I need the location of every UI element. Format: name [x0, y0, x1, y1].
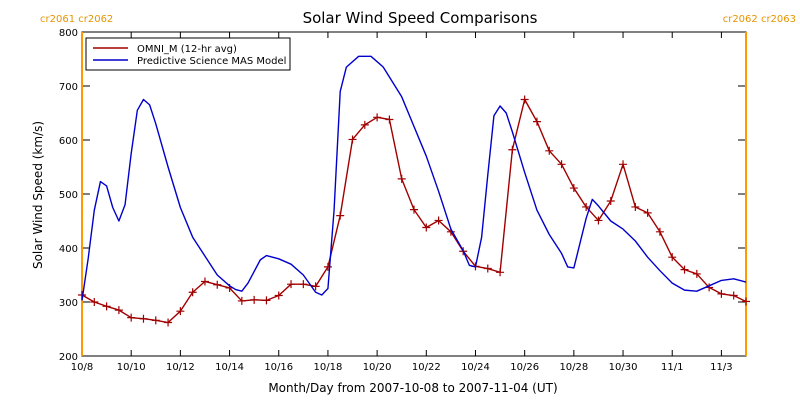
data-point-marker: [397, 174, 406, 183]
data-point-marker: [274, 291, 283, 300]
data-point-marker: [200, 277, 209, 286]
x-tick-label: 10/20: [363, 362, 392, 373]
data-point-marker: [127, 313, 136, 322]
data-point-marker: [655, 227, 664, 236]
y-tick-label: 700: [59, 82, 78, 93]
data-point-marker: [619, 160, 628, 169]
data-point-marker: [496, 268, 505, 277]
data-point-marker: [360, 120, 369, 129]
data-point-marker: [237, 296, 246, 305]
rotation-marker-label: cr2061 cr2062: [40, 14, 113, 25]
series-line-1: [81, 55, 747, 301]
legend-entry-label: Predictive Science MAS Model: [137, 56, 286, 67]
y-tick-label: 500: [59, 190, 78, 201]
data-point-marker: [422, 223, 431, 232]
data-point-marker: [680, 265, 689, 274]
data-point-marker: [176, 307, 185, 316]
x-axis-label: Month/Day from 2007-10-08 to 2007-11-04 …: [268, 381, 557, 395]
x-tick-label: 10/22: [412, 362, 441, 373]
data-point-marker: [569, 184, 578, 193]
plot-area: 200 300 400 500 600 700 800 10/8 10/10 10/12 10/14…: [40, 14, 796, 373]
x-tick-label: 10/12: [166, 362, 195, 373]
y-tick-label: 400: [59, 244, 78, 255]
data-point-marker: [557, 160, 566, 169]
x-tick-label: 10/8: [71, 362, 93, 373]
data-point-marker: [692, 269, 701, 278]
x-tick-label: 10/14: [215, 362, 244, 373]
data-point-marker: [508, 145, 517, 154]
data-point-marker: [631, 202, 640, 211]
data-point-marker: [188, 288, 197, 297]
data-point-marker: [594, 216, 603, 225]
data-point-marker: [114, 306, 123, 315]
x-tick-label: 10/26: [510, 362, 539, 373]
data-point-marker: [151, 316, 160, 325]
data-point-marker: [717, 289, 726, 298]
y-tick-label: 800: [59, 28, 78, 39]
data-point-marker: [348, 135, 357, 144]
data-point-marker: [250, 295, 259, 304]
data-point-marker: [410, 205, 418, 214]
y-axis-label: Solar Wind Speed (km/s): [31, 121, 45, 269]
data-point-marker: [668, 253, 677, 262]
data-point-marker: [582, 202, 591, 211]
data-point-marker: [606, 197, 615, 206]
x-tick-label: 11/3: [710, 362, 732, 373]
data-point-marker: [102, 302, 111, 311]
x-tick-label: 11/1: [661, 362, 683, 373]
x-tick-label: 10/24: [461, 362, 490, 373]
legend-entry-label: OMNI_M (12-hr avg): [137, 44, 237, 55]
y-tick-label: 300: [59, 298, 78, 309]
x-tick-label: 10/18: [314, 362, 343, 373]
data-point-marker: [213, 280, 222, 289]
data-point-marker: [729, 291, 738, 300]
data-point-marker: [262, 296, 271, 305]
y-tick-label: 200: [59, 352, 78, 363]
data-point-marker: [323, 262, 332, 271]
data-point-marker: [434, 216, 443, 225]
data-point-marker: [299, 280, 308, 289]
data-point-marker: [336, 211, 345, 220]
data-point-marker: [90, 298, 99, 306]
data-point-marker: [311, 282, 320, 291]
data-point-marker: [643, 208, 652, 217]
rotation-marker-label: cr2062 cr2063: [723, 14, 796, 25]
data-point-marker: [139, 314, 148, 323]
chart-title: Solar Wind Speed Comparisons: [303, 9, 538, 27]
data-point-marker: [373, 113, 382, 122]
x-tick-label: 10/10: [117, 362, 146, 373]
data-point-marker: [532, 117, 541, 126]
x-tick-label: 10/28: [559, 362, 588, 373]
data-point-marker: [164, 318, 173, 327]
data-point-marker: [545, 146, 554, 155]
x-tick-label: 10/30: [609, 362, 638, 373]
data-point-marker: [483, 264, 492, 273]
y-tick-label: 600: [59, 136, 78, 147]
data-point-marker: [287, 280, 296, 289]
x-tick-label: 10/16: [264, 362, 293, 373]
data-point-marker: [742, 297, 750, 306]
data-point-marker: [385, 115, 394, 124]
data-point-marker: [520, 95, 529, 104]
legend-box: [85, 37, 291, 71]
